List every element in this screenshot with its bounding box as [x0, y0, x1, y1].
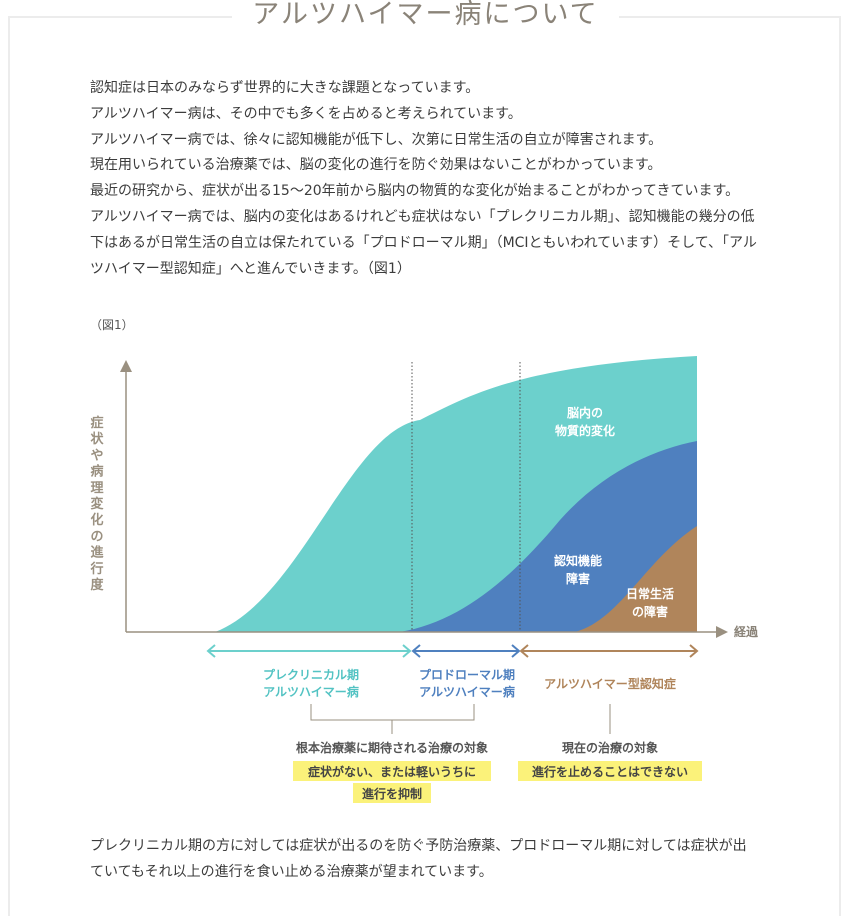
bracket-disease-modifying — [310, 704, 475, 721]
highlight-text: 進行を抑制 — [362, 786, 422, 801]
highlight-text: 症状がない、または軽いうちに — [308, 764, 476, 779]
area-label-cognitive: 認知機能 — [554, 553, 602, 568]
note-heading-current: 現在の治療の対象 — [562, 740, 658, 755]
area-label-cognitive: 障害 — [566, 571, 590, 586]
progression-figure: 経過 症状や病理変化の進行度 脳内の 物質的変化 認知機能 障害 日常生活 の障… — [89, 356, 759, 803]
highlight-box — [518, 761, 702, 781]
area-label-daily: の障害 — [632, 604, 668, 619]
area-label-brain: 物質的変化 — [555, 423, 615, 438]
area-daily-life-impairment — [575, 526, 697, 632]
x-axis-label: 経過 — [734, 624, 759, 639]
stage-label-preclinical: アルツハイマー病 — [263, 684, 359, 699]
intro-line: 最近の研究から、症状が出る15〜20年前から脳内の物質的な変化が始まることがわか… — [90, 183, 740, 200]
highlight-box — [293, 761, 491, 781]
stage-label-preclinical: プレクリニカル期 — [263, 667, 359, 682]
stage-label-dementia: アルツハイマー型認知症 — [544, 676, 676, 691]
figure-label: （図1） — [90, 318, 134, 332]
note-heading-disease-modifying: 根本治療薬に期待される治療の対象 — [296, 740, 488, 755]
intro-line: アルツハイマー病では、脳内の変化はあるけれども症状はない「プレクリニカル期」、認… — [90, 208, 757, 277]
intro-text: 認知症は日本のみならず世界的に大きな課題となっています。 アルツハイマー病は、そ… — [90, 76, 760, 282]
y-axis-label: 症状や病理変化の進行度 — [89, 415, 104, 593]
highlight-box — [353, 783, 431, 803]
stage-label-prodromal: プロドローマル期 — [419, 667, 515, 682]
intro-line: アルツハイマー病は、その中でも多くを占めると考えられています。 — [90, 105, 522, 122]
area-label-brain: 脳内の — [567, 405, 603, 420]
stage-arrow-dementia — [519, 644, 699, 658]
stage-arrow-preclinical — [206, 644, 412, 658]
outro-line: プレクリニカル期の方に対しては症状が出るのを防ぐ予防治療薬、プロドローマル期に対… — [90, 838, 747, 880]
intro-line: 現在用いられている治療薬では、脳の変化の進行を防ぐ効果はないことがわかっています… — [90, 157, 662, 174]
intro-line: 認知症は日本のみならず世界的に大きな課題となっています。 — [90, 80, 480, 96]
area-cognitive-impairment — [400, 441, 697, 632]
y-axis-arrow — [120, 360, 132, 372]
intro-line: アルツハイマー病では、徐々に認知機能が低下し、次第に日常生活の自立が障害されます… — [90, 131, 663, 148]
stage-label-prodromal: アルツハイマー病 — [419, 684, 515, 699]
area-label-daily: 日常生活 — [626, 586, 674, 601]
stage-arrow-prodromal — [411, 644, 521, 658]
outro-text: プレクリニカル期の方に対しては症状が出るのを防ぐ予防治療薬、プロドローマル期に対… — [90, 834, 760, 886]
x-axis-arrow — [716, 626, 728, 638]
highlight-text: 進行を止めることはできない — [532, 764, 688, 779]
section-title: アルツハイマー病について — [0, 0, 851, 33]
